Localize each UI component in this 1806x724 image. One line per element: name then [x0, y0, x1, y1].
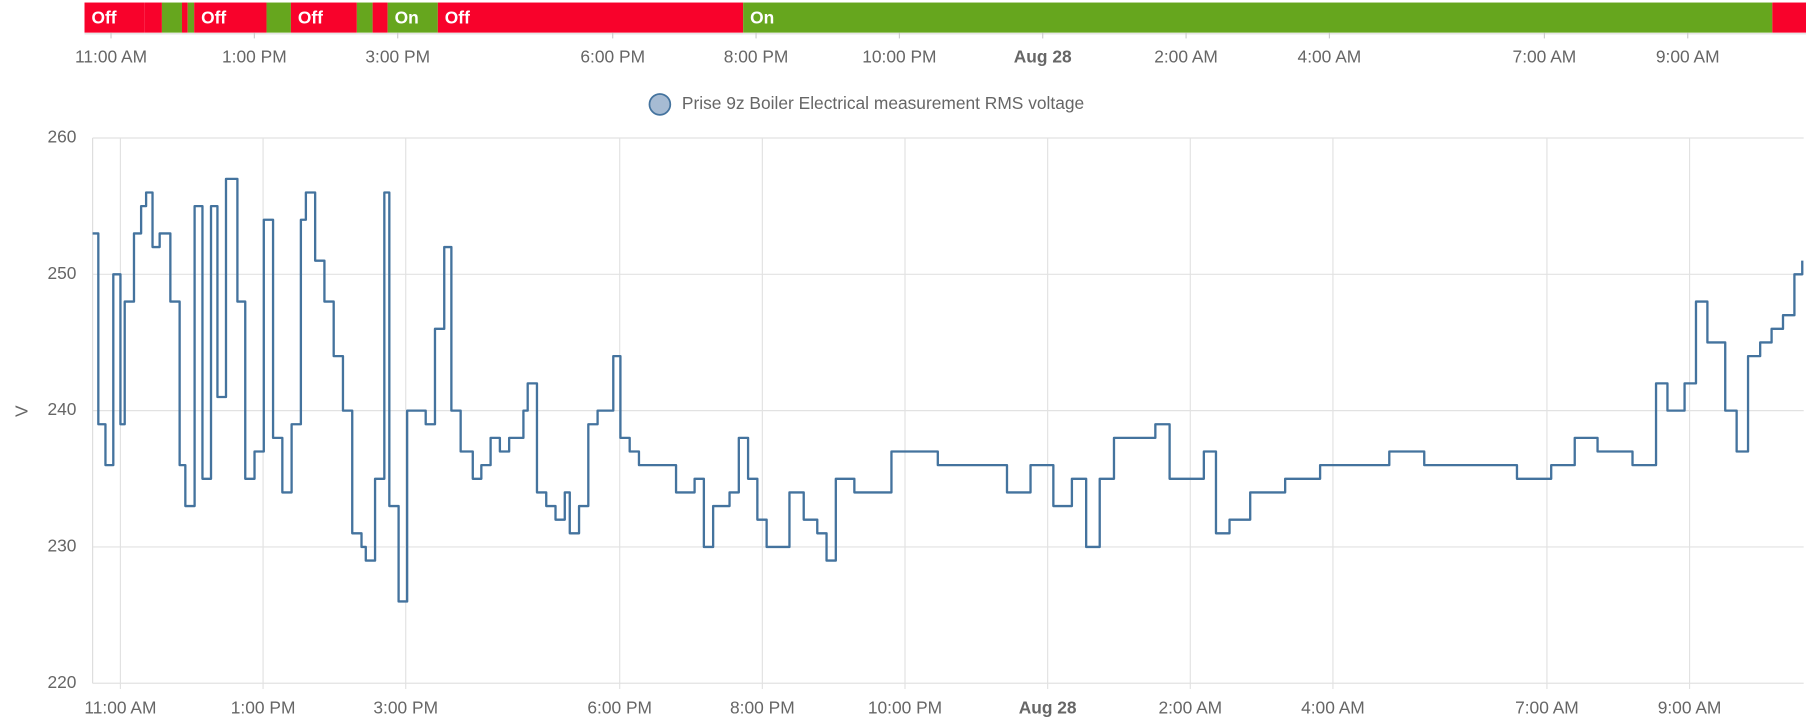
- x-tick-label: 10:00 PM: [868, 697, 942, 717]
- voltage-line: [92, 177, 1804, 603]
- timeline-segment: [181, 2, 188, 33]
- x-tick-label: 1:00 PM: [222, 47, 287, 67]
- y-tick-label: 220: [47, 672, 76, 692]
- segment-label: On: [395, 7, 419, 27]
- x-tick-label: 6:00 PM: [587, 697, 652, 717]
- x-tick-label: Aug 28: [1019, 697, 1077, 717]
- x-tick-label: 10:00 PM: [862, 47, 936, 67]
- x-tick-label: 4:00 AM: [1301, 697, 1365, 717]
- timeline-segment: [437, 2, 744, 33]
- y-tick-label: 250: [47, 263, 76, 283]
- x-tick-label: 9:00 AM: [1658, 697, 1722, 717]
- segment-label: Off: [445, 7, 470, 27]
- x-tick-label: 9:00 AM: [1656, 47, 1720, 67]
- timeline-segment: [266, 2, 291, 33]
- y-axis-label: V: [12, 405, 32, 417]
- timeline: Off Off Off On Off On 11:00 AM 1:00 PM 3:00 PM 6:…: [75, 2, 1806, 67]
- timeline-segment: [1772, 2, 1806, 33]
- legend-item[interactable]: Prise 9z Boiler Electrical measurement R…: [648, 93, 1084, 116]
- x-tick-label: 1:00 PM: [231, 697, 296, 717]
- segment-label: Off: [91, 7, 116, 27]
- x-tick-label: 8:00 PM: [724, 47, 789, 67]
- x-tick-label: 11:00 AM: [84, 697, 156, 717]
- timeline-segment: [387, 2, 438, 33]
- x-tick-label: 3:00 PM: [373, 697, 438, 717]
- timeline-segment: [743, 2, 1773, 33]
- timeline-segment: [194, 2, 267, 33]
- y-tick-label: 260: [47, 127, 76, 147]
- segment-label: On: [750, 7, 774, 27]
- segment-label: Off: [298, 7, 323, 27]
- y-tick-label: 230: [47, 536, 76, 556]
- timeline-segment: [84, 2, 145, 33]
- line-chart: V 220 230 240 250 260 11:00 AM 1:00 PM 3:00 PM 6…: [12, 93, 1804, 717]
- x-tick-label: 2:00 AM: [1158, 697, 1222, 717]
- timeline-segment: [144, 2, 162, 33]
- x-tick-label: Aug 28: [1014, 47, 1072, 67]
- legend-swatch: [648, 93, 672, 116]
- x-tick-label: 2:00 AM: [1154, 47, 1218, 67]
- x-tick-label: 4:00 AM: [1298, 47, 1362, 67]
- timeline-segment: [161, 2, 182, 33]
- legend-label: Prise 9z Boiler Electrical measurement R…: [682, 93, 1084, 113]
- timeline-segment: [356, 2, 373, 33]
- x-tick-label: 11:00 AM: [75, 47, 147, 67]
- x-tick-label: 7:00 AM: [1513, 47, 1577, 67]
- timeline-segment: [290, 2, 357, 33]
- x-tick-label: 6:00 PM: [580, 47, 645, 67]
- timeline-segment: [187, 2, 195, 33]
- x-tick-label: 8:00 PM: [730, 697, 795, 717]
- x-tick-label: 7:00 AM: [1515, 697, 1579, 717]
- segment-label: Off: [201, 7, 226, 27]
- timeline-segment: [372, 2, 388, 33]
- x-tick-label: 3:00 PM: [365, 47, 430, 67]
- y-tick-label: 240: [47, 399, 76, 419]
